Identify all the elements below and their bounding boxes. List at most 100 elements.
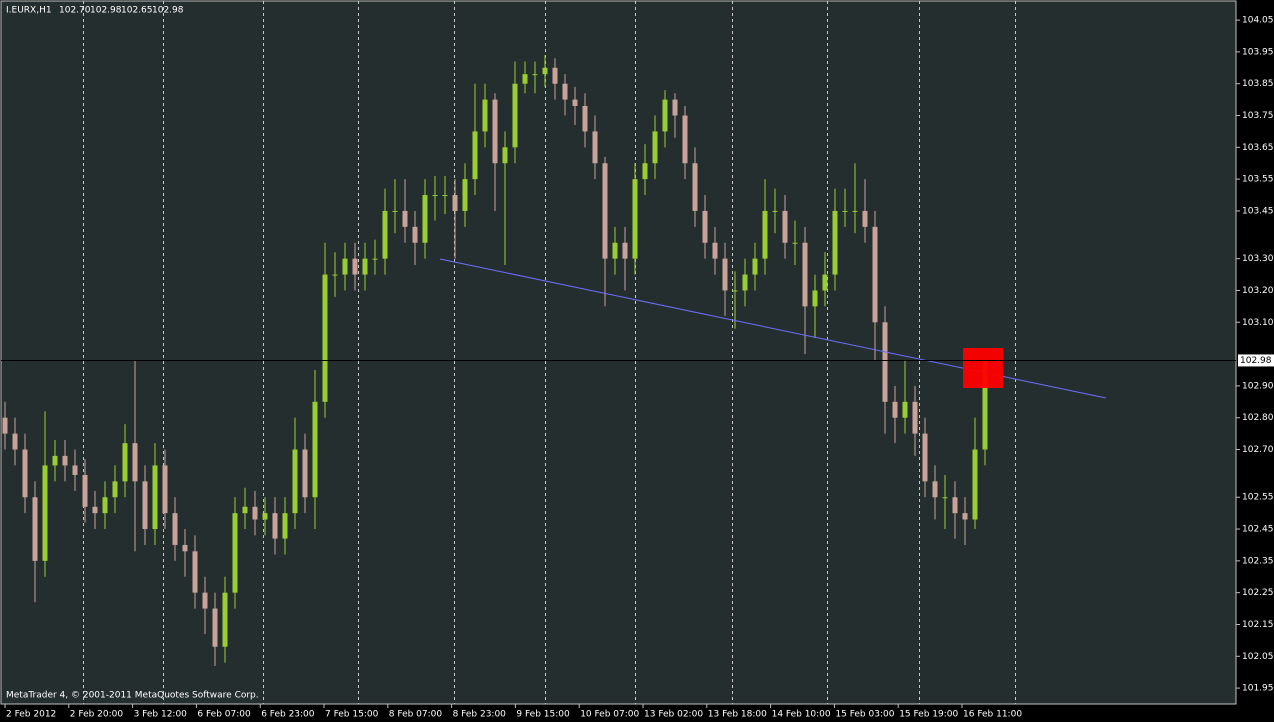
candle-body: [112, 481, 118, 498]
y-tick-label: 103.65: [1242, 143, 1274, 153]
candle-body: [42, 465, 48, 561]
symbol: I.EURX,H1: [6, 6, 52, 16]
candle-body: [782, 210, 788, 243]
candle-body: [712, 242, 718, 259]
candle-body: [132, 443, 138, 482]
candle-body: [762, 210, 768, 259]
candle-body: [792, 242, 798, 244]
candle-body: [572, 99, 578, 106]
y-tick-label: 102.55: [1242, 493, 1274, 503]
x-tick-label: 13 Feb 18:00: [708, 710, 767, 720]
x-tick-label: 6 Feb 23:00: [261, 710, 315, 720]
candle-body: [22, 449, 28, 498]
x-tick-label: 2 Feb 20:00: [70, 710, 124, 720]
y-tick-label: 104.05: [1242, 16, 1274, 26]
candle-body: [172, 513, 178, 545]
candle-body: [982, 360, 988, 450]
highlight-box: [963, 348, 1003, 388]
candle-body: [732, 290, 738, 292]
candle-body: [682, 115, 688, 164]
candle-body: [862, 210, 868, 227]
candle-body: [92, 506, 98, 514]
candle-body: [472, 131, 478, 180]
y-tick-label: 103.45: [1242, 206, 1274, 216]
y-tick-label: 103.20: [1242, 286, 1274, 296]
candle-body: [2, 417, 8, 434]
x-tick-label: 13 Feb 02:00: [644, 710, 703, 720]
candle-body: [222, 592, 228, 647]
candle-body: [932, 481, 938, 498]
candle-body: [922, 433, 928, 482]
candle-body: [142, 481, 148, 530]
candle-body: [492, 99, 498, 164]
candle-body: [522, 74, 528, 84]
ohlc-close: 102.98: [152, 6, 184, 16]
candle-body: [852, 210, 858, 212]
candle-body: [212, 608, 218, 647]
plot-area: [0, 0, 1237, 705]
ohlc-open: 102.70: [59, 6, 91, 16]
candle-body: [262, 513, 268, 520]
x-tick-label: 8 Feb 07:00: [389, 710, 443, 720]
candle-body: [972, 449, 978, 520]
y-tick-label: 102.05: [1242, 652, 1274, 662]
candle-body: [562, 83, 568, 100]
candle-body: [592, 131, 598, 164]
x-tick-label: 8 Feb 23:00: [453, 710, 507, 720]
y-tick-label: 103.85: [1242, 79, 1274, 89]
x-tick-label: 3 Feb 12:00: [134, 710, 188, 720]
candle-body: [582, 105, 588, 132]
candle-body: [812, 290, 818, 307]
y-tick-label: 102.35: [1242, 556, 1274, 566]
candle-body: [702, 210, 708, 243]
candle-body: [542, 67, 548, 75]
y-tick-label: 102.80: [1242, 413, 1274, 423]
y-tick-label: 101.95: [1242, 684, 1274, 694]
current-price-box: [1238, 354, 1274, 367]
candle-body: [372, 258, 378, 260]
y-tick-label: 103.75: [1242, 111, 1274, 121]
candle-body: [32, 497, 38, 561]
candle-body: [602, 163, 608, 259]
candle-body: [402, 210, 408, 227]
x-tick-label: 14 Feb 10:00: [772, 710, 831, 720]
candle-body: [692, 163, 698, 211]
candle-body: [512, 83, 518, 148]
candle-body: [892, 401, 898, 418]
candle-body: [652, 131, 658, 164]
y-tick-label: 102.90: [1242, 381, 1274, 391]
candle-body: [272, 513, 278, 539]
candle-body: [202, 592, 208, 609]
candle-body: [192, 551, 198, 593]
candle-body: [532, 74, 538, 76]
candle-body: [152, 465, 158, 530]
candle-body: [12, 433, 18, 450]
candle-body: [252, 506, 258, 520]
candle-body: [952, 497, 958, 514]
candle-body: [962, 513, 968, 520]
candle-body: [632, 179, 638, 259]
candle-body: [312, 401, 318, 498]
candle-body: [282, 513, 288, 539]
candle-body: [912, 401, 918, 434]
candle-body: [232, 513, 238, 593]
candle-body: [422, 195, 428, 243]
candle-body: [242, 506, 248, 514]
footer: MetaTrader 4, © 2001-2011 MetaQuotes Sof…: [6, 691, 259, 701]
candle-body: [872, 226, 878, 323]
candle-body: [822, 274, 828, 291]
candle-body: [362, 258, 368, 275]
x-tick-label: 6 Feb 07:00: [197, 710, 251, 720]
ohlc-high: 102.98: [90, 6, 122, 16]
candle-body: [52, 455, 58, 466]
candle-body: [352, 258, 358, 275]
candle-body: [342, 258, 348, 275]
x-tick-label: 7 Feb 15:00: [325, 710, 379, 720]
y-tick-label: 102.45: [1242, 525, 1274, 535]
candles: [2, 55, 988, 666]
candle-body: [802, 242, 808, 307]
candle-body: [772, 210, 778, 212]
candle-body: [182, 544, 188, 552]
